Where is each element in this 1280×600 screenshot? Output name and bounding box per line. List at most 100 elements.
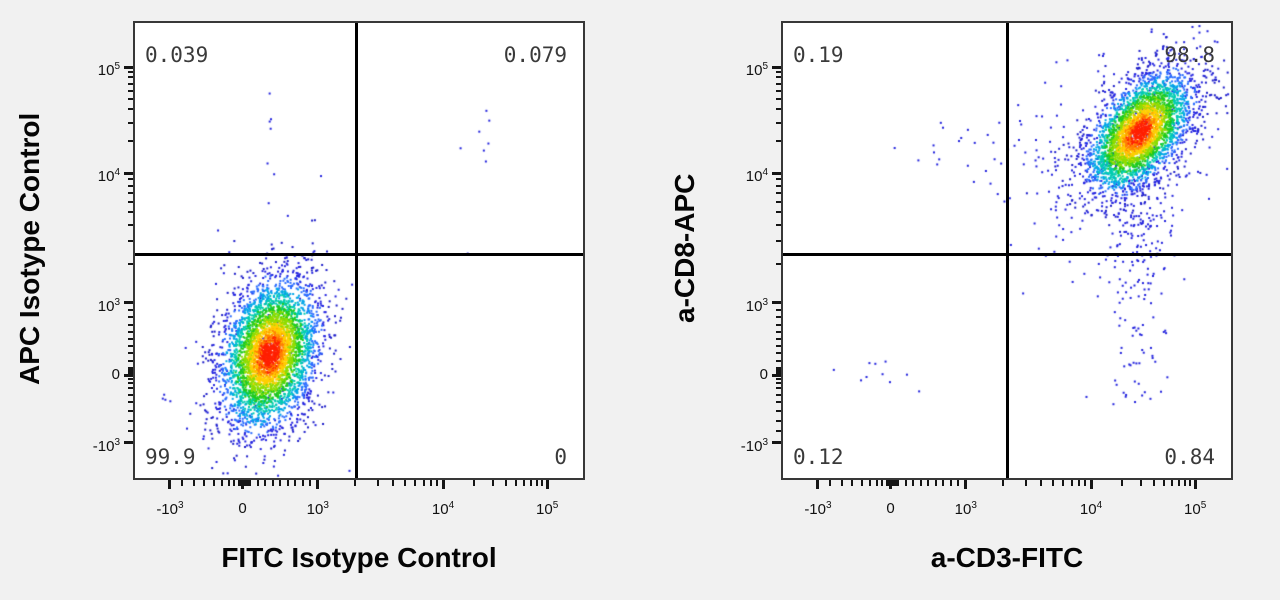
y-axis-minor-tick — [128, 401, 133, 404]
y-axis-minor-tick — [776, 108, 781, 111]
y-axis-minor-tick — [776, 98, 781, 101]
y-axis-minor-tick — [128, 82, 133, 85]
y-axis-minor-tick — [128, 89, 133, 92]
x-axis-tick-label: 104 — [431, 500, 455, 518]
x-axis-minor-tick — [1184, 480, 1187, 486]
x-axis-minor-tick — [840, 480, 843, 486]
plot-area-left: 0.039 0.079 99.9 0 — [133, 21, 585, 480]
y-axis-minor-tick — [776, 192, 781, 195]
x-axis-title-right: a-CD3-FITC — [930, 542, 1084, 573]
y-axis-minor-tick — [776, 178, 781, 181]
y-axis-minor-tick — [128, 377, 133, 380]
x-axis-minor-tick — [237, 480, 240, 486]
y-axis-minor-tick — [128, 316, 133, 319]
y-axis-minor-tick — [128, 192, 133, 195]
x-axis-minor-tick — [436, 480, 439, 486]
x-axis-tick-label: 103 — [306, 500, 329, 518]
y-axis-minor-tick — [128, 330, 133, 333]
quadrant-stat-lower-right: 0 — [554, 445, 567, 469]
x-axis-minor-tick — [860, 480, 863, 486]
x-axis-minor-tick — [429, 480, 432, 486]
x-axis-minor-tick — [264, 480, 267, 486]
y-axis-minor-tick — [776, 262, 781, 265]
x-axis-minor-tick — [919, 480, 922, 486]
y-axis-minor-tick — [776, 352, 781, 355]
quadrant-stat-upper-right: 0.079 — [503, 43, 567, 67]
x-axis-minor-tick — [473, 480, 476, 486]
x-axis-minor-tick — [301, 480, 304, 486]
x-axis-tick-label: 0 — [238, 500, 247, 517]
x-axis-minor-tick — [934, 480, 937, 486]
x-axis-minor-tick — [1139, 480, 1142, 486]
y-axis-minor-tick — [128, 393, 133, 396]
x-axis-major-tick — [441, 480, 445, 489]
x-axis-minor-tick — [514, 480, 517, 486]
y-axis-minor-tick — [776, 70, 781, 73]
x-axis-minor-tick — [942, 480, 945, 486]
y-axis-minor-tick — [776, 387, 781, 390]
y-axis-minor-tick — [128, 419, 133, 422]
x-axis-tick-label: 103 — [954, 500, 977, 518]
x-axis-minor-tick — [422, 480, 425, 486]
x-axis-minor-tick — [404, 480, 407, 486]
x-axis-major-tick — [316, 480, 320, 489]
x-axis-minor-tick — [354, 480, 357, 486]
x-axis-tick-label: 0 — [886, 500, 895, 517]
x-axis-minor-tick — [1024, 480, 1027, 486]
y-axis-tick-label: 105 — [97, 61, 120, 80]
y-axis-minor-tick — [776, 309, 781, 312]
quadrant-stat-upper-left: 0.039 — [145, 43, 209, 67]
x-axis-minor-tick — [523, 480, 526, 486]
y-axis-minor-tick — [128, 309, 133, 312]
x-axis-minor-tick — [1178, 480, 1181, 486]
x-axis-minor-tick — [897, 480, 900, 486]
x-axis-minor-tick — [414, 480, 417, 486]
y-axis-major-tick — [772, 65, 781, 69]
y-axis-minor-tick — [776, 82, 781, 85]
y-axis-minor-tick — [776, 76, 781, 79]
y-axis-minor-tick — [128, 337, 133, 340]
x-axis-major-tick — [964, 480, 968, 489]
x-axis-major-tick — [816, 480, 820, 489]
y-axis-title-left: APC Isotype Control — [14, 112, 45, 385]
x-axis-major-tick — [1089, 480, 1093, 489]
x-axis-minor-tick — [227, 480, 230, 486]
y-axis-minor-tick — [128, 98, 133, 101]
quadrant-gate-vertical-line — [1006, 23, 1010, 478]
x-axis-minor-tick — [957, 480, 960, 486]
y-axis-minor-tick — [128, 184, 133, 187]
y-axis-minor-tick — [776, 211, 781, 214]
x-axis-minor-tick — [1152, 480, 1155, 486]
y-axis-minor-tick — [776, 366, 781, 369]
y-axis-tick-label: 104 — [97, 167, 120, 186]
y-axis-minor-tick — [128, 409, 133, 412]
y-axis-tick-label: 103 — [745, 296, 768, 315]
y-axis-minor-tick — [776, 430, 781, 433]
x-axis-minor-tick — [1162, 480, 1165, 486]
x-axis-minor-tick — [536, 480, 539, 486]
x-axis-minor-tick — [829, 480, 832, 486]
x-axis-minor-tick — [249, 480, 252, 486]
x-axis-major-tick — [1193, 480, 1197, 489]
y-axis-minor-tick — [776, 330, 781, 333]
y-axis-minor-tick — [128, 381, 133, 384]
y-axis-minor-tick — [776, 323, 781, 326]
x-axis-minor-tick — [927, 480, 930, 486]
y-axis-minor-tick — [128, 323, 133, 326]
x-axis-minor-tick — [1002, 480, 1005, 486]
x-axis-minor-tick — [1062, 480, 1065, 486]
x-axis-minor-tick — [541, 480, 544, 486]
x-axis-minor-tick — [868, 480, 871, 486]
y-axis-minor-tick — [128, 108, 133, 111]
x-axis-minor-tick — [392, 480, 395, 486]
x-axis-minor-tick — [904, 480, 907, 486]
y-axis-minor-tick — [776, 409, 781, 412]
y-axis-minor-tick — [776, 375, 781, 378]
y-axis-minor-tick — [776, 401, 781, 404]
x-axis-tick-label: 105 — [536, 500, 559, 518]
y-axis-tick-label: 104 — [745, 167, 768, 186]
y-axis-minor-tick — [128, 345, 133, 348]
x-axis-minor-tick — [212, 480, 215, 486]
quadrant-stat-lower-right: 0.84 — [1164, 445, 1215, 469]
y-axis-minor-tick — [776, 345, 781, 348]
